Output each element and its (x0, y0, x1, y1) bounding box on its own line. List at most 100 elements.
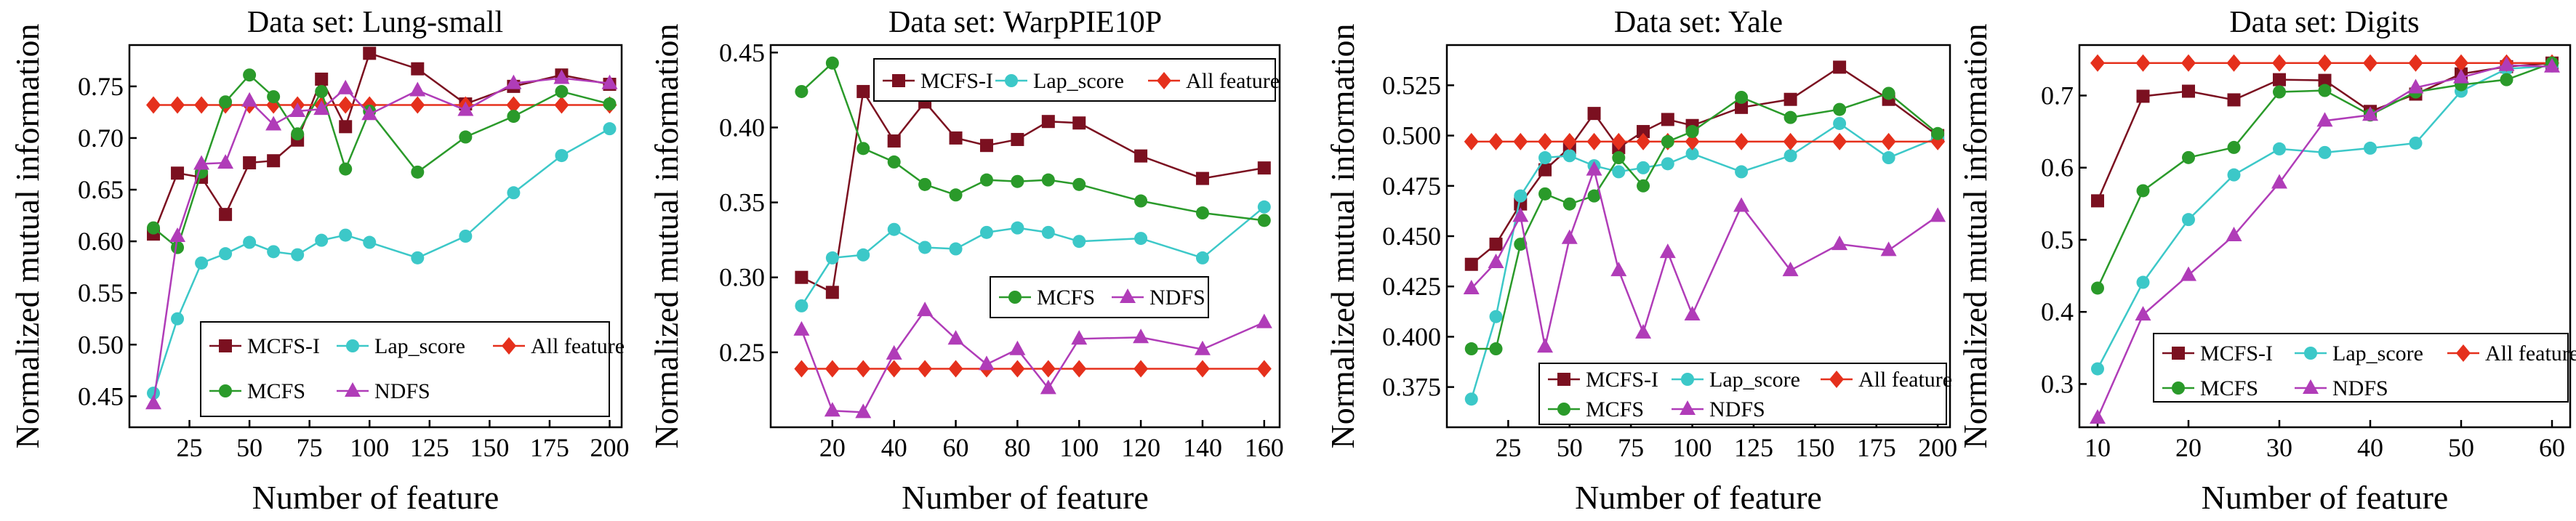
data-point-mcfs (1587, 189, 1601, 203)
chart-panel-4: Data set: Digits 10 20 30 40 50 60 0.3 0.4 0.5 0.6… (1957, 6, 2576, 516)
legend-label: MCFS (247, 379, 305, 403)
x-tick-label: 175 (530, 433, 569, 462)
x-tick-label: 20 (2175, 433, 2202, 462)
series-ndfs (2090, 56, 2560, 424)
data-point-ndfs (1537, 338, 1554, 353)
x-tick-label: 200 (1918, 433, 1957, 462)
data-point-mcfs (2273, 85, 2286, 99)
legend-item-lap-score: Lap_score (1672, 368, 1800, 392)
data-point-lap-score (2091, 362, 2104, 376)
y-tick-label: 0.60 (78, 227, 124, 256)
data-point-mcfs (555, 84, 569, 98)
data-point-all-feature (1611, 132, 1626, 150)
data-point-ndfs (2135, 306, 2151, 321)
data-point-all-feature (886, 360, 902, 378)
data-point-lap-score (2409, 136, 2423, 150)
y-tick-label: 0.35 (719, 188, 765, 217)
data-point-mcfs (1612, 151, 1626, 165)
data-point-all-feature (2272, 54, 2287, 72)
data-point-mcfs (267, 90, 281, 104)
data-point-ndfs (1071, 330, 1088, 345)
data-point-lap-score (267, 245, 281, 259)
data-point-mcfs (603, 97, 617, 111)
data-point-mcfs (459, 130, 473, 144)
legend: MCFS-I Lap_score All feature MCFS NDFS (1538, 363, 1952, 425)
data-point-all-feature (1040, 360, 1056, 378)
data-point-lap-score (2136, 275, 2150, 289)
legend-item-ndfs: NDFS (337, 379, 430, 403)
x-tick-label: 20 (819, 433, 846, 462)
data-point-mcfs-i (1783, 92, 1797, 106)
data-point-lap-score (1041, 225, 1055, 239)
x-tick-label: 50 (236, 433, 262, 462)
legend-label: MCFS-I (247, 334, 320, 358)
series-mcfs-i (2091, 56, 2559, 208)
data-point-mcfs-i (1011, 132, 1024, 146)
data-point-lap-score (2318, 145, 2332, 159)
data-point-ndfs (2453, 68, 2469, 84)
data-point-mcfs (1931, 126, 1945, 140)
plot-frame (2078, 44, 2572, 429)
data-point-lap-score (1735, 165, 1749, 179)
series-lap-score (147, 122, 617, 400)
data-point-mcfs (1661, 134, 1674, 148)
series-mcfs (147, 68, 617, 254)
data-point-ndfs (2271, 174, 2287, 189)
data-point-mcfs (2500, 73, 2513, 86)
legend-marker (1008, 291, 1022, 304)
x-tick-label: 150 (470, 433, 509, 462)
data-point-ndfs (1009, 340, 1026, 355)
data-point-lap-score (507, 186, 521, 200)
series-line-lap-score (1470, 122, 1938, 400)
legend-marker (1681, 373, 1694, 386)
data-point-lap-score (315, 233, 329, 247)
data-point-mcfs-i (1587, 107, 1601, 121)
data-point-all-feature (2090, 54, 2105, 72)
series-line-mcfs-i (801, 89, 1264, 294)
legend-item-mcfs: MCFS (1548, 397, 1644, 421)
data-point-ndfs (313, 100, 330, 116)
data-point-mcfs-i (1735, 100, 1749, 114)
legend-marker (1829, 371, 1844, 388)
data-point-all-feature (2408, 54, 2423, 72)
data-point-all-feature (918, 360, 933, 378)
legend-box (1538, 363, 1947, 425)
data-point-lap-score (887, 222, 901, 236)
data-point-ndfs (1561, 229, 1578, 244)
legend-item-ndfs: NDFS (1112, 286, 1205, 310)
legend-marker (1157, 72, 1171, 89)
legend-marker (1005, 74, 1018, 87)
data-point-ndfs (2316, 112, 2333, 127)
data-point-all-feature (338, 96, 353, 114)
x-tick-label: 50 (1557, 433, 1583, 462)
data-point-all-feature (1832, 132, 1847, 150)
data-point-all-feature (1488, 132, 1504, 150)
data-point-mcfs-i (411, 62, 425, 76)
data-point-lap-score (1612, 165, 1626, 179)
x-tick-label: 100 (1059, 433, 1099, 462)
data-point-all-feature (948, 360, 963, 378)
data-point-mcfs-i (825, 286, 839, 299)
legend-marker (2172, 347, 2185, 360)
x-axis-label: Number of feature (902, 479, 1149, 516)
legend-item-mcfs: MCFS (209, 379, 305, 403)
data-point-ndfs (886, 344, 902, 360)
data-point-lap-score (195, 256, 209, 270)
y-tick-label: 0.7 (2041, 81, 2074, 110)
data-point-ndfs (1040, 379, 1056, 395)
series-mcfs (2091, 56, 2559, 295)
data-point-all-feature (1195, 360, 1210, 378)
data-point-ndfs (1133, 328, 1149, 344)
chart-title: Data set: WarpPIE10P (888, 6, 1162, 39)
data-point-all-feature (170, 96, 185, 114)
x-tick-label: 75 (1618, 433, 1644, 462)
data-point-lap-score (2273, 142, 2286, 156)
legend-label: All feature (531, 334, 625, 358)
data-point-ndfs (1782, 262, 1799, 277)
data-point-all-feature (194, 96, 209, 114)
data-point-mcfs (2182, 150, 2195, 164)
y-axis-label: Normalized mutual information (9, 23, 46, 448)
data-point-lap-score (856, 248, 870, 262)
data-point-all-feature (2226, 54, 2242, 72)
data-point-ndfs (917, 302, 934, 317)
